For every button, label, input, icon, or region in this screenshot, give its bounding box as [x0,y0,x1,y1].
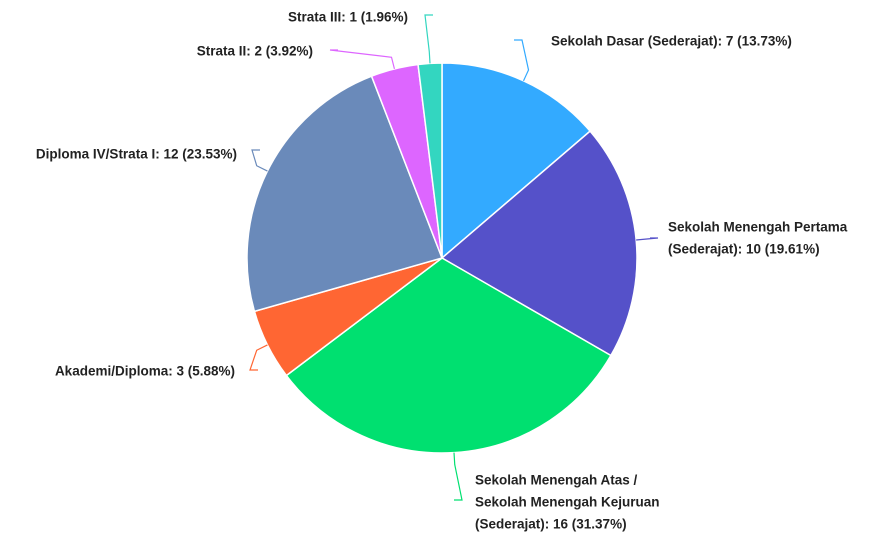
slice-label: Sekolah Menengah Atas / [475,473,638,488]
slice-label: Sekolah Dasar (Sederajat): 7 (13.73%) [551,34,792,49]
slice-label: Akademi/Diploma: 3 (5.88%) [55,364,235,379]
pie-slice [440,130,638,357]
leader-line [636,237,659,241]
leader-line [249,344,268,371]
slice-label: Diploma IV/Strata I: 12 (23.53%) [36,147,237,162]
slice-label: (Sederajat): 16 (31.37%) [475,517,627,532]
leader-line [329,49,396,70]
slice-label: Sekolah Menengah Kejuruan [475,495,660,510]
slice-label: Strata II: 2 (3.92%) [197,44,313,59]
pie-slice [246,75,443,313]
leader-line [514,39,530,82]
slice-label: Strata III: 1 (1.96%) [288,10,408,25]
leader-line [251,149,268,172]
pie-slice [441,62,592,260]
pie-slice [285,257,612,454]
leader-line [424,14,433,64]
leader-line [453,452,463,501]
pie-slice [417,62,443,259]
slice-label: (Sederajat): 10 (19.61%) [668,242,820,257]
slice-label: Sekolah Menengah Pertama [668,220,848,235]
